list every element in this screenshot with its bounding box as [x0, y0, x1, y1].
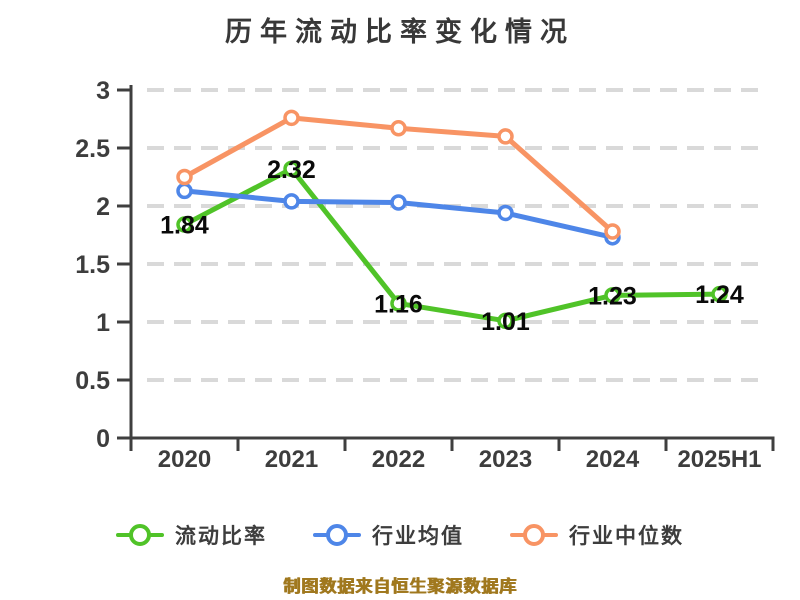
data-point-marker [283, 160, 300, 178]
y-axis-label: 1 [96, 309, 110, 337]
x-axis-label: 2024 [586, 446, 640, 473]
legend-item-1: 行业均值 [313, 520, 464, 550]
data-point-marker [390, 295, 407, 312]
y-axis-label: 1.5 [75, 251, 110, 279]
legend-line-marker-icon [116, 522, 164, 548]
chart-legend: 流动比率 行业均值 行业中位数 [0, 520, 800, 550]
data-point-label: 2.32 [267, 156, 316, 184]
data-point-label: 1.01 [481, 308, 530, 336]
legend-marker-dot [523, 524, 545, 546]
legend-label: 流动比率 [175, 525, 267, 548]
data-point-marker [711, 285, 728, 303]
legend-marker-dot [129, 524, 151, 546]
chart-title: 历年流动比率变化情况 [225, 17, 575, 47]
data-point-label: 1.24 [695, 281, 744, 309]
y-axis-label: 2.5 [75, 135, 110, 163]
data-point-marker [497, 312, 514, 330]
data-point-marker [283, 193, 300, 210]
series-line [182, 166, 722, 324]
legend-item-0: 流动比率 [116, 520, 267, 550]
data-point-marker [390, 194, 407, 211]
data-point-marker [390, 120, 407, 137]
chart-plot-area: 0 0.5 1 1.5 2 2.5 3 2020 2021 2022 2023 2024 2025H1 1… [75, 77, 775, 473]
data-point-label: 1.84 [160, 212, 209, 240]
data-point-marker [176, 182, 193, 200]
data-point-marker [604, 223, 621, 240]
data-point-marker [497, 204, 514, 222]
y-axis-label: 3 [96, 77, 110, 105]
legend-line-marker-icon [313, 522, 361, 548]
data-point-label: 1.23 [588, 282, 637, 310]
x-axis-label: 2020 [158, 446, 211, 473]
data-point-marker [176, 216, 193, 233]
x-axis-label: 2022 [372, 446, 425, 473]
data-point-marker [176, 168, 193, 186]
legend-line-marker-icon [510, 522, 558, 548]
x-axis-label: 2023 [479, 446, 532, 473]
chart-canvas: 0 0.5 1 1.5 2 2.5 3 2020 2021 2022 2023 2024 2025H1 1… [75, 77, 775, 473]
source-note: 制图数据来自恒生聚源数据库 [283, 577, 517, 596]
legend-label: 行业均值 [372, 525, 464, 548]
legend-item-2: 行业中位数 [510, 520, 684, 550]
data-point-marker [497, 128, 514, 145]
legend-label: 行业中位数 [569, 525, 684, 548]
data-point-label: 1.16 [374, 290, 423, 318]
y-axis-label: 2 [96, 193, 110, 221]
x-axis-label: 2025H1 [677, 446, 761, 473]
y-axis-label: 0.5 [75, 367, 110, 395]
x-axis-label: 2021 [265, 446, 318, 473]
data-point-marker [283, 109, 300, 127]
legend-marker-dot [326, 524, 348, 546]
y-axis-label: 0 [96, 425, 110, 453]
data-point-marker [604, 287, 621, 304]
